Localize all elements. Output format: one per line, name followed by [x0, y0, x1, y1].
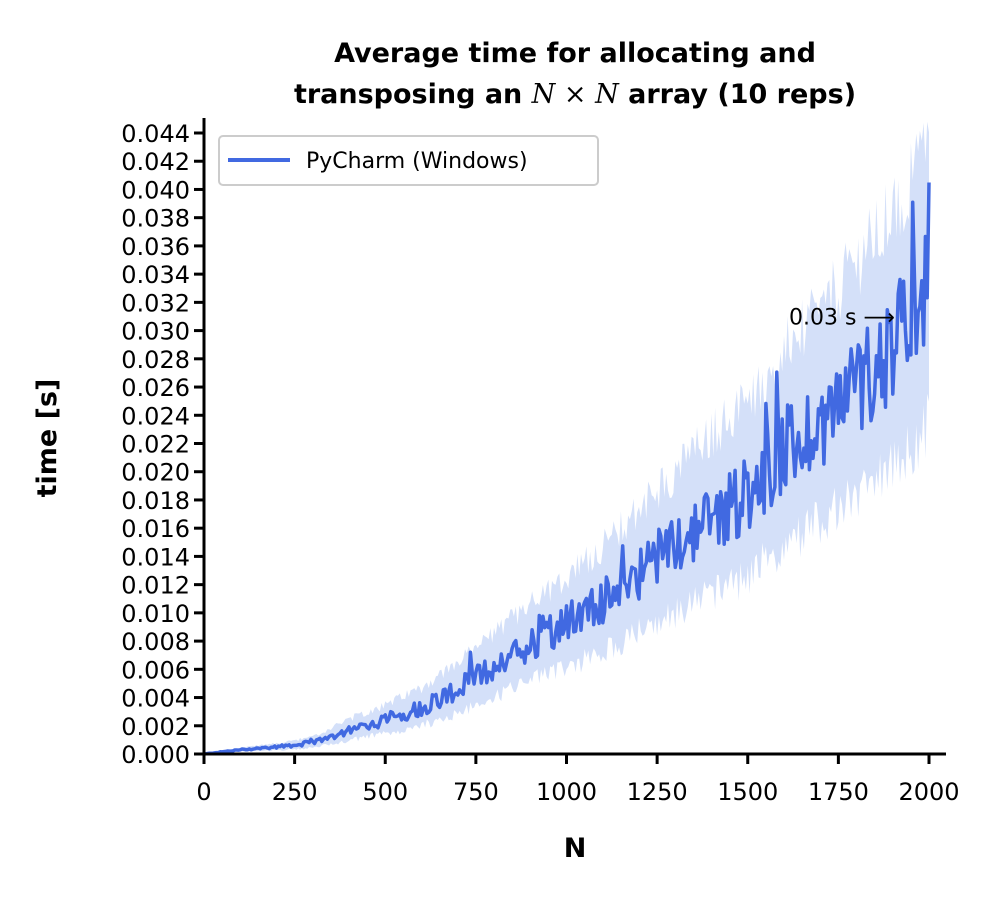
x-tick-label: 250 [272, 778, 318, 806]
x-tick-label: 750 [453, 778, 499, 806]
y-tick-label: 0.028 [121, 346, 190, 374]
legend-box [218, 135, 599, 186]
y-ticks: 0.0000.0020.0040.0060.0080.0100.0120.014… [121, 120, 204, 769]
x-tick-label: 1750 [808, 778, 869, 806]
series-lines [203, 182, 931, 756]
chart-title-line2: transposing an N × N array (10 reps) [294, 79, 856, 110]
x-tick-label: 1000 [536, 778, 597, 806]
x-tick-label: 2000 [898, 778, 959, 806]
y-tick-label: 0.020 [121, 459, 190, 487]
y-tick-label: 0.010 [121, 600, 190, 628]
legend: PyCharm (Windows) [218, 135, 599, 186]
y-tick-label: 0.026 [121, 374, 190, 402]
y-tick-label: 0.012 [121, 572, 190, 600]
annotation-text: 0.03 s ⟶ [789, 305, 895, 330]
series-line-0 [203, 182, 931, 756]
y-tick-label: 0.016 [121, 515, 190, 543]
y-tick-label: 0.024 [121, 402, 190, 430]
chart-title-line1: Average time for allocating and [334, 38, 816, 69]
x-axis-label: N [564, 833, 587, 864]
y-tick-label: 0.032 [121, 289, 190, 317]
y-tick-label: 0.022 [121, 431, 190, 459]
y-tick-label: 0.002 [121, 713, 190, 741]
x-tick-label: 1250 [627, 778, 688, 806]
y-tick-label: 0.042 [121, 148, 190, 176]
y-tick-label: 0.018 [121, 487, 190, 515]
y-axis-label: time [s] [32, 379, 63, 498]
x-tick-label: 1500 [717, 778, 778, 806]
y-tick-label: 0.000 [121, 741, 190, 769]
y-tick-label: 0.036 [121, 233, 190, 261]
legend-label: PyCharm (Windows) [306, 149, 528, 174]
x-tick-label: 0 [196, 778, 211, 806]
y-tick-label: 0.044 [121, 120, 190, 148]
y-tick-label: 0.040 [121, 176, 190, 204]
y-tick-label: 0.030 [121, 318, 190, 346]
confidence-band-area [204, 121, 929, 754]
y-tick-label: 0.014 [121, 543, 190, 571]
y-tick-label: 0.008 [121, 628, 190, 656]
x-ticks: 0 250 500 750 1000 1250 1500 1750 2000 [196, 754, 960, 806]
confidence-band [204, 121, 929, 754]
y-tick-label: 0.006 [121, 656, 190, 684]
y-tick-label: 0.038 [121, 205, 190, 233]
y-tick-label: 0.034 [121, 261, 190, 289]
y-tick-label: 0.004 [121, 685, 190, 713]
x-tick-label: 500 [362, 778, 408, 806]
